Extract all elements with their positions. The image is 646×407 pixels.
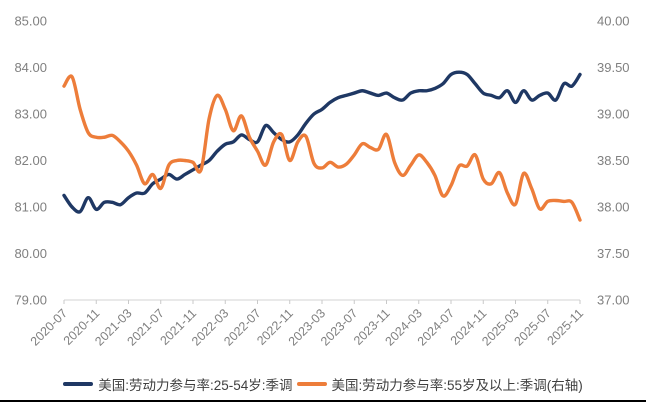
legend-item-55plus: 美国:劳动力参与率:55岁及以上:季调(右轴) [296, 374, 583, 394]
right-axis-tick-label: 37.50 [597, 246, 630, 261]
chart-legend: 美国:劳动力参与率:25-54岁:季调 美国:劳动力参与率:55岁及以上:季调(… [0, 373, 646, 395]
x-axis-tick-label: 2025-11 [544, 306, 586, 348]
legend-label-55plus: 美国:劳动力参与率:55岁及以上:季调(右轴) [331, 378, 583, 393]
legend-swatch-25-54 [63, 382, 94, 386]
right-axis-tick-label: 39.50 [597, 60, 630, 75]
right-axis-tick-label: 37.00 [597, 293, 630, 308]
left-axis: 85.00 84.00 83.00 82.00 81.00 80.00 79.00 [14, 14, 47, 308]
right-axis-tick-label: 38.00 [597, 200, 630, 215]
legend-swatch-55plus [296, 382, 327, 386]
left-axis-tick-label: 83.00 [14, 107, 47, 122]
legend-item-25-54: 美国:劳动力参与率:25-54岁:季调 [63, 374, 293, 394]
line-chart: 85.00 84.00 83.00 82.00 81.00 80.00 79.00 40.00… [14, 14, 630, 349]
left-axis-tick-label: 81.00 [14, 200, 47, 215]
right-axis-tick-label: 39.00 [597, 107, 630, 122]
right-axis-tick-label: 40.00 [597, 14, 630, 29]
series-line-55plus [62, 74, 582, 222]
bottom-divider [0, 400, 646, 402]
left-axis-tick-label: 82.00 [14, 153, 47, 168]
x-axis: 2020-072020-112021-032021-072021-112022-… [28, 299, 586, 349]
left-axis-tick-label: 85.00 [14, 14, 47, 29]
left-axis-tick-label: 80.00 [14, 246, 47, 261]
left-axis-tick-label: 84.00 [14, 60, 47, 75]
legend-label-25-54: 美国:劳动力参与率:25-54岁:季调 [98, 378, 293, 393]
series-line-25-54 [62, 70, 582, 214]
right-axis: 40.00 39.50 39.00 38.50 38.00 37.50 37.00 [597, 14, 630, 308]
right-axis-tick-label: 38.50 [597, 153, 630, 168]
left-axis-tick-label: 79.00 [14, 293, 47, 308]
